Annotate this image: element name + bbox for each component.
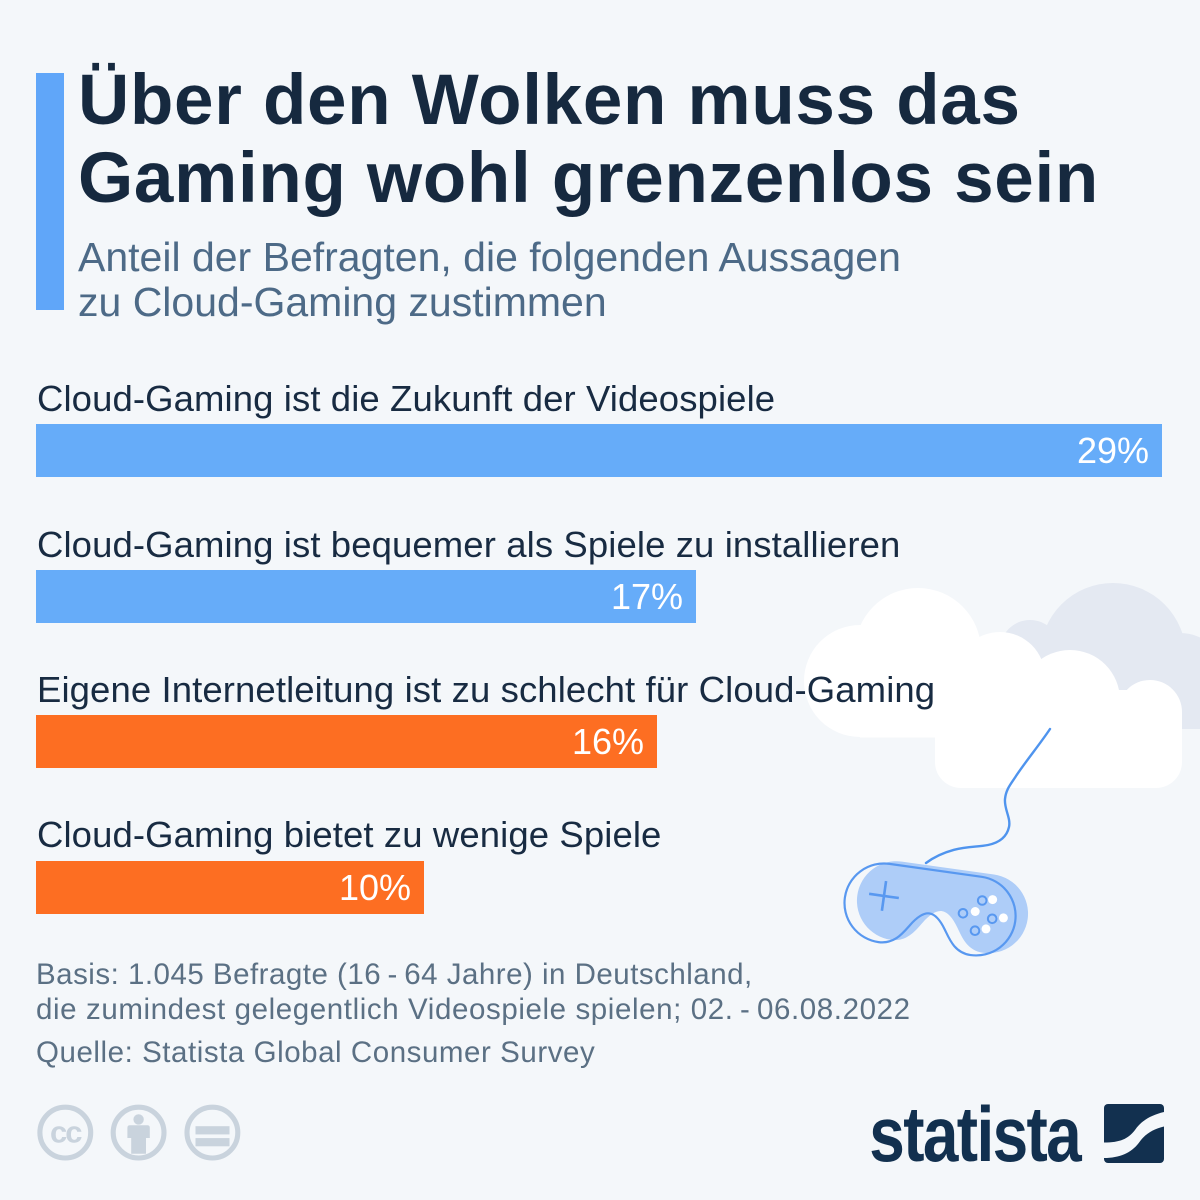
svg-text:cc: cc [50, 1115, 82, 1150]
